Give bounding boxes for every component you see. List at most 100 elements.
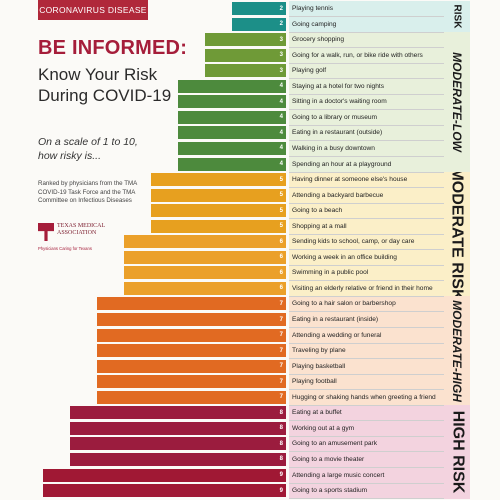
risk-value-label: 8 bbox=[279, 409, 283, 416]
risk-bar: 7 bbox=[97, 313, 286, 326]
activity-label: Going to a library or museum bbox=[292, 113, 378, 121]
row-divider bbox=[289, 171, 444, 173]
risk-bar: 7 bbox=[97, 328, 286, 342]
row-divider bbox=[289, 451, 444, 453]
row-divider bbox=[289, 47, 444, 49]
risk-bar: 6 bbox=[124, 250, 286, 264]
row-divider bbox=[289, 404, 444, 406]
risk-value-label: 5 bbox=[279, 192, 283, 199]
risk-bar: 6 bbox=[124, 235, 286, 249]
activity-label: Sending kids to school, camp, or day car… bbox=[292, 238, 415, 246]
risk-value-label: 3 bbox=[279, 67, 283, 74]
risk-category-label: RISK bbox=[451, 4, 463, 29]
risk-value-label: 7 bbox=[279, 300, 283, 307]
risk-bar: 6 bbox=[124, 266, 286, 280]
risk-bar: 4 bbox=[178, 141, 286, 155]
risk-bar: 7 bbox=[97, 375, 286, 389]
risk-value-label: 9 bbox=[279, 487, 283, 494]
risk-value-label: 8 bbox=[279, 425, 283, 432]
activity-label: Working out at a gym bbox=[292, 424, 355, 432]
risk-bar: 8 bbox=[70, 406, 286, 420]
activity-label: Attending a wedding or funeral bbox=[292, 331, 382, 339]
risk-value-label: 4 bbox=[279, 114, 283, 121]
ranked-by-text: Ranked by physicians from the TMA COVID-… bbox=[38, 180, 137, 204]
risk-value-label: 3 bbox=[279, 36, 283, 43]
activity-label: Going camping bbox=[292, 20, 337, 28]
activity-label: Playing tennis bbox=[292, 5, 334, 12]
activity-label: Playing golf bbox=[292, 67, 327, 75]
tma-logo: TEXAS MEDICAL ASSOCIATION Physicians Car… bbox=[38, 222, 118, 251]
activity-label: Going to a beach bbox=[292, 207, 343, 215]
risk-bar: 3 bbox=[205, 48, 286, 62]
row-divider bbox=[289, 249, 444, 251]
risk-category-label: MODERATE RISK bbox=[449, 172, 467, 297]
poster-title: BE INFORMED: bbox=[38, 37, 188, 59]
risk-value-label: 4 bbox=[279, 83, 283, 90]
risk-value-label: 7 bbox=[279, 394, 283, 401]
risk-bar: 7 bbox=[97, 297, 286, 311]
activity-label: Staying at a hotel for two nights bbox=[292, 82, 385, 90]
risk-bar: 7 bbox=[97, 390, 286, 404]
activity-label: Going for a walk, run, or bike ride with… bbox=[292, 51, 423, 59]
tma-logo-icon bbox=[38, 223, 54, 241]
risk-value-label: 3 bbox=[279, 52, 283, 59]
row-divider bbox=[289, 187, 444, 189]
row-divider bbox=[289, 373, 444, 375]
activity-label: Going to a sports stadium bbox=[292, 487, 368, 495]
risk-bar: 8 bbox=[70, 452, 286, 466]
risk-category-label: MODERATE-HIGH bbox=[450, 299, 464, 402]
risk-bar: 4 bbox=[178, 126, 286, 140]
risk-value-label: 4 bbox=[279, 129, 283, 136]
activity-label: Having dinner at someone else's house bbox=[292, 176, 408, 184]
row-divider bbox=[289, 420, 444, 422]
risk-bar: 2 bbox=[232, 2, 286, 15]
row-divider bbox=[289, 342, 444, 344]
risk-category-label: MODERATE-LOW bbox=[450, 52, 465, 152]
row-divider bbox=[289, 62, 444, 64]
row-divider bbox=[289, 140, 444, 142]
risk-bar: 5 bbox=[151, 173, 286, 187]
activity-label: Shopping at a mall bbox=[292, 222, 347, 230]
risk-value-label: 2 bbox=[279, 5, 283, 12]
risk-value-label: 2 bbox=[279, 21, 283, 28]
activity-label: Visiting an elderly relative or friend i… bbox=[292, 284, 433, 292]
activity-label: Attending a large music concert bbox=[292, 471, 385, 479]
risk-bar: 7 bbox=[97, 344, 286, 358]
header-badge: CORONAVIRUS DISEASE bbox=[38, 0, 148, 20]
risk-bar: 8 bbox=[70, 437, 286, 451]
risk-value-label: 8 bbox=[279, 456, 283, 463]
row-divider bbox=[289, 233, 444, 235]
risk-value-label: 7 bbox=[279, 316, 283, 323]
risk-bar: 7 bbox=[97, 359, 286, 373]
risk-bar: 6 bbox=[124, 281, 286, 295]
row-divider bbox=[289, 16, 444, 17]
risk-band-moderate_low bbox=[289, 32, 470, 173]
activity-label: Hugging or shaking hands when greeting a… bbox=[292, 393, 436, 401]
risk-bar: 3 bbox=[205, 33, 286, 47]
row-divider bbox=[289, 155, 444, 157]
risk-bar: 5 bbox=[151, 188, 286, 202]
risk-category-label: HIGH RISK bbox=[449, 410, 467, 494]
row-divider bbox=[289, 466, 444, 468]
risk-value-label: 6 bbox=[279, 238, 283, 245]
row-divider bbox=[289, 93, 444, 95]
row-divider bbox=[289, 389, 444, 391]
row-divider bbox=[289, 498, 444, 500]
row-divider bbox=[289, 280, 444, 282]
risk-value-label: 5 bbox=[279, 207, 283, 214]
row-divider bbox=[289, 218, 444, 220]
risk-value-label: 7 bbox=[279, 378, 283, 385]
row-divider bbox=[289, 358, 444, 360]
activity-label: Going to an amusement park bbox=[292, 440, 378, 448]
risk-value-label: 5 bbox=[279, 176, 283, 183]
activity-label: Going to a movie theater bbox=[292, 455, 365, 463]
risk-bar: 5 bbox=[151, 219, 286, 233]
risk-bar: 4 bbox=[178, 157, 286, 171]
risk-value-label: 6 bbox=[279, 285, 283, 292]
risk-bar: 8 bbox=[70, 421, 286, 435]
activity-label: Eating at a buffet bbox=[292, 409, 342, 417]
activity-label: Spending an hour at a playground bbox=[292, 160, 392, 168]
activity-label: Going to a hair salon or barbershop bbox=[292, 300, 396, 308]
activity-label: Playing basketball bbox=[292, 362, 346, 370]
